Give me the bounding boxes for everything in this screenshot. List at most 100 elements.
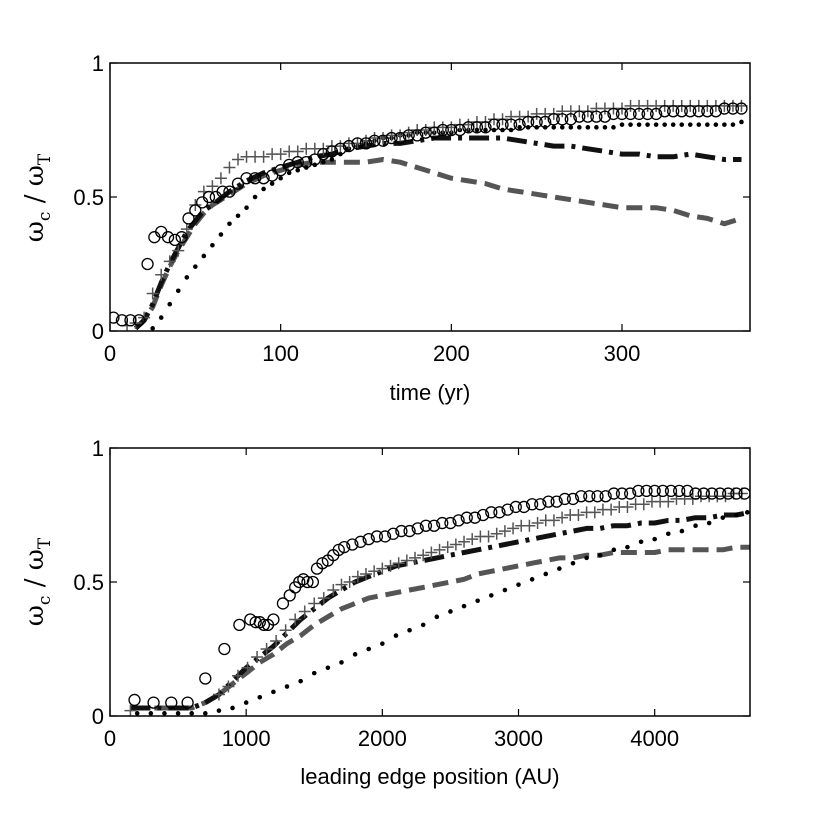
y-label-sep: / <box>20 570 50 595</box>
bottom-circle-point <box>249 616 262 629</box>
top-dot-point <box>474 127 480 133</box>
top-dot-point <box>235 213 241 219</box>
bottom-dot-point <box>557 566 562 571</box>
bottom-dot-point <box>420 622 426 628</box>
top-circle-point <box>726 102 740 115</box>
top-circle-point <box>675 105 688 118</box>
top-dot-point <box>517 125 522 130</box>
top-dot-point <box>577 125 582 130</box>
bottom-dot-point <box>706 520 712 526</box>
bottom-dot-point <box>597 552 603 558</box>
top-circle-point <box>607 107 620 121</box>
top-circle-point <box>735 102 748 115</box>
bottom-circle-point <box>542 495 555 508</box>
top-circle-point <box>124 314 137 327</box>
top-circle-point <box>564 113 577 126</box>
top-y-axis-label: ωc / ωT <box>20 153 55 242</box>
bottom-plus-point <box>376 562 389 575</box>
bottom-circle-point <box>218 642 231 656</box>
top-dot-point <box>286 170 292 176</box>
top-dot-point <box>244 205 249 211</box>
bottom-plus-point <box>270 634 283 647</box>
bottom-plus-point <box>605 503 618 516</box>
bottom-circle-point <box>607 487 620 500</box>
top-circle-point <box>504 118 518 131</box>
bottom-plus-point <box>260 643 273 655</box>
bottom-plus-point <box>490 527 503 540</box>
top-circle-point <box>385 131 398 145</box>
bottom-circle-point <box>591 490 604 503</box>
top-plus-point <box>172 244 185 257</box>
top-circle-point <box>283 158 296 171</box>
top-x-tick-label: 100 <box>262 341 299 366</box>
top-circle-point <box>470 121 484 134</box>
top-dot-point <box>653 122 659 127</box>
top-circle-point <box>581 110 595 123</box>
bottom-dot-point <box>679 528 685 534</box>
top-x-tick-label: 300 <box>604 341 641 366</box>
top-plus-point <box>155 268 168 281</box>
top-dashed-line <box>133 157 743 331</box>
bottom-circle-point <box>362 532 375 546</box>
bottom-y-tick-label: 0 <box>92 704 104 729</box>
bottom-plus-point <box>482 530 495 543</box>
bottom-plus-point <box>232 669 244 682</box>
top-circle-point <box>658 105 671 118</box>
top-circle-point <box>521 115 535 129</box>
bottom-dot-point <box>380 641 385 646</box>
top-circle-point <box>274 164 287 177</box>
top-circle-point <box>257 172 270 185</box>
bottom-circle-point <box>558 492 571 506</box>
top-circle-point <box>376 134 390 147</box>
top-x-tick-labels: 0 100 200 300 <box>104 341 640 366</box>
top-circle-point <box>419 126 432 139</box>
bottom-circle-point <box>452 514 465 527</box>
y-label-sub-t: T <box>35 153 55 165</box>
bottom-plus-point <box>360 567 372 580</box>
top-circle-point <box>223 185 236 198</box>
top-circle-point <box>175 231 188 244</box>
bottom-plus-point <box>400 554 413 567</box>
top-dot-point <box>628 122 633 127</box>
top-dot-point <box>585 125 591 130</box>
bottom-plus-point <box>458 535 471 548</box>
top-plus-point <box>274 148 287 161</box>
top-circle-point <box>462 121 475 134</box>
top-circle-point <box>161 231 175 244</box>
bottom-plus-point <box>335 578 348 591</box>
bottom-dot-point <box>148 711 154 716</box>
top-plot-frame <box>109 62 751 332</box>
top-x-axis-label: time (yr) <box>390 380 471 405</box>
top-circle-point <box>649 107 663 121</box>
bottom-circle-point <box>181 696 194 709</box>
bottom-plus-point <box>433 543 446 556</box>
top-dot-point <box>559 125 565 130</box>
top-circle-point <box>487 118 501 131</box>
top-dot-point <box>227 221 232 227</box>
bottom-y-tick-label: 1 <box>92 436 104 461</box>
bottom-x-tick-label: 1000 <box>222 726 271 751</box>
top-circle-point <box>428 126 441 139</box>
bottom-plus-point <box>498 525 511 538</box>
top-dot-point <box>730 122 736 127</box>
top-circle-point <box>445 123 458 137</box>
bottom-plus-point <box>308 597 321 610</box>
bottom-series-circle <box>128 484 750 709</box>
top-circle-point <box>624 107 637 121</box>
bottom-circle-point <box>346 538 359 551</box>
top-dot-point <box>210 242 215 248</box>
top-circle-point <box>684 105 697 118</box>
bottom-circle-point <box>648 484 661 498</box>
top-circle-point <box>317 147 330 161</box>
top-dot-point <box>167 301 173 307</box>
bottom-plus-point <box>531 517 544 530</box>
top-circle-point <box>291 156 304 169</box>
top-circle-point <box>701 105 714 118</box>
top-dot-point <box>321 159 326 165</box>
bottom-dot-point <box>243 700 249 705</box>
top-circle-point <box>308 153 321 166</box>
bottom-dot-point <box>216 708 222 713</box>
top-y-tick-label: 0.5 <box>73 185 104 210</box>
bottom-x-tick-label: 3000 <box>494 726 543 751</box>
